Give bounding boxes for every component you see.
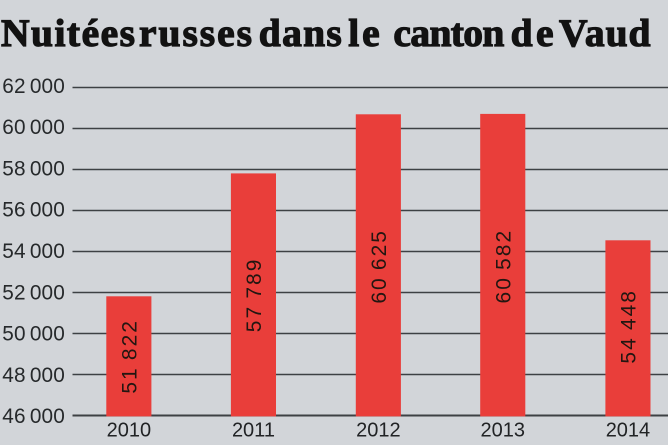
svg-text:56 000: 56 000 — [2, 199, 65, 222]
svg-text:de: de — [511, 11, 554, 55]
svg-text:2010: 2010 — [107, 419, 152, 441]
svg-text:2014: 2014 — [606, 419, 651, 441]
svg-text:48 000: 48 000 — [2, 364, 65, 387]
svg-text:canton: canton — [393, 11, 504, 55]
svg-text:50 000: 50 000 — [2, 323, 65, 346]
svg-text:54 448: 54 448 — [618, 289, 641, 364]
svg-text:52 000: 52 000 — [2, 281, 65, 304]
svg-text:60 000: 60 000 — [2, 116, 65, 139]
svg-text:60 625: 60 625 — [368, 229, 391, 304]
svg-text:2012: 2012 — [356, 419, 401, 441]
svg-text:51 822: 51 822 — [119, 319, 142, 394]
svg-text:58 000: 58 000 — [2, 157, 65, 180]
svg-text:2011: 2011 — [232, 419, 275, 441]
svg-text:2013: 2013 — [481, 419, 526, 441]
svg-text:46 000: 46 000 — [2, 405, 65, 428]
svg-text:Nuitées: Nuitées — [1, 11, 135, 55]
svg-text:62 000: 62 000 — [2, 75, 65, 98]
svg-text:Vaud: Vaud — [559, 11, 651, 55]
svg-text:60 582: 60 582 — [492, 229, 515, 304]
svg-text:dans: dans — [259, 11, 342, 55]
svg-text:54 000: 54 000 — [2, 240, 65, 263]
svg-text:57 789: 57 789 — [243, 258, 266, 333]
svg-text:le: le — [348, 11, 380, 55]
